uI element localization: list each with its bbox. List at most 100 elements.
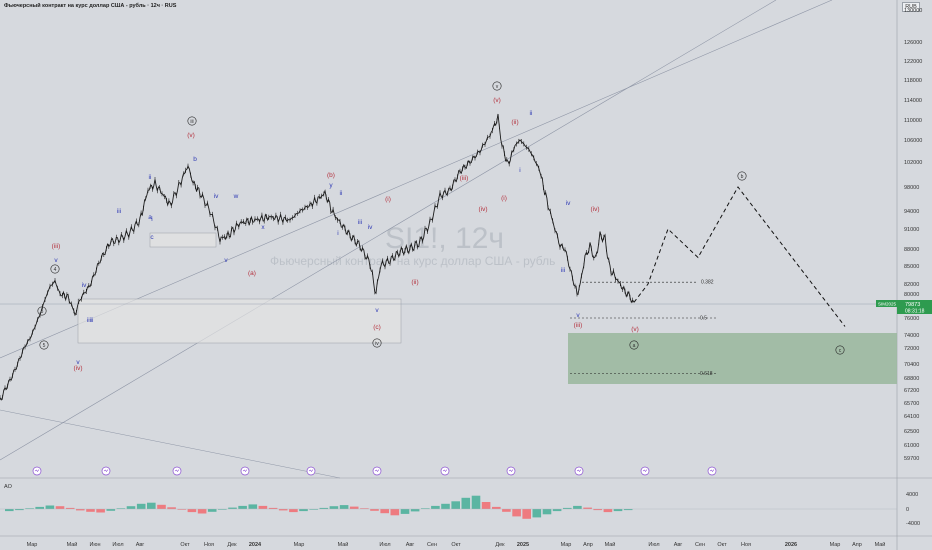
time-axis: Мар Май Июн Июл Авг Окт Ноя Дек 2024 Мар Май Июл Авг… bbox=[27, 541, 886, 548]
wave-label-circled: iii bbox=[190, 119, 193, 125]
wave-label-blue: w bbox=[233, 193, 239, 200]
ao-bar bbox=[542, 509, 552, 515]
wave-label-circled: iv bbox=[375, 341, 379, 347]
time-tick: Дек bbox=[495, 542, 505, 548]
ao-bar bbox=[593, 509, 602, 511]
price-tick: 114000 bbox=[904, 98, 922, 104]
time-tick: Окт bbox=[717, 542, 727, 548]
price-tick: 65700 bbox=[904, 401, 919, 407]
time-tick: Ноя bbox=[741, 542, 751, 548]
fib-label: 0.5 bbox=[700, 316, 707, 322]
consolidation-box-lower bbox=[77, 298, 402, 344]
price-tag: SIM2025 79873 08:31:18 bbox=[876, 300, 932, 315]
price-tick: 76000 bbox=[904, 316, 919, 322]
wave-label-blue: iii bbox=[87, 317, 91, 324]
ao-bar bbox=[512, 509, 521, 517]
wave-circle bbox=[492, 81, 502, 91]
wave-label-red: (ii) bbox=[511, 119, 518, 126]
ao-bar bbox=[278, 509, 288, 511]
time-tick: Мар bbox=[27, 542, 38, 548]
price-tick: 130000 bbox=[904, 8, 922, 14]
ao-bar bbox=[177, 509, 187, 510]
wave-label-circled: a bbox=[633, 343, 636, 349]
ao-bar bbox=[15, 509, 24, 511]
wave-label-circled: 4 bbox=[54, 267, 57, 273]
time-tick: Май bbox=[875, 541, 886, 548]
ao-bar bbox=[583, 507, 592, 509]
ao-bar bbox=[329, 506, 339, 509]
ao-bar bbox=[65, 507, 75, 509]
ao-bar bbox=[35, 506, 44, 509]
wave-label-circled: c bbox=[839, 348, 842, 354]
fib-label: 0.618 bbox=[700, 371, 713, 377]
price-tick: 80000 bbox=[904, 292, 919, 298]
wave-label-red: (v) bbox=[187, 132, 195, 139]
projection-path bbox=[633, 186, 846, 327]
wave-label-circled: 3 bbox=[41, 309, 44, 315]
ao-tick-zero: 0 bbox=[906, 507, 909, 513]
ao-bar bbox=[218, 509, 227, 510]
price-tick: 72000 bbox=[904, 346, 919, 352]
time-tick: Июн bbox=[89, 542, 100, 548]
wave-label-blue: iii bbox=[561, 267, 565, 274]
wave-circle bbox=[50, 264, 60, 274]
event-marker-icon bbox=[242, 469, 248, 473]
ao-tick-bottom: -4000 bbox=[906, 521, 920, 527]
ao-bar bbox=[228, 507, 237, 509]
ao-bar bbox=[167, 507, 176, 510]
ao-bar bbox=[86, 509, 95, 512]
time-tick: Сен bbox=[427, 542, 437, 548]
wave-label-blue: i bbox=[519, 167, 520, 174]
event-marker-icon bbox=[442, 469, 448, 473]
time-tick: 2025 bbox=[517, 542, 529, 548]
wave-label-blue: ii bbox=[340, 190, 343, 197]
price-tag-symbol: SIM2025 bbox=[878, 302, 897, 307]
ao-bar bbox=[370, 509, 379, 511]
wave-circle bbox=[835, 345, 845, 355]
price-tick: 98000 bbox=[904, 185, 919, 191]
wave-circle bbox=[629, 340, 639, 350]
ao-bar bbox=[471, 495, 481, 509]
ao-bar bbox=[5, 509, 14, 512]
ao-bar bbox=[390, 509, 400, 516]
event-marker-icon bbox=[308, 469, 314, 473]
wave-label-blue: x bbox=[261, 224, 265, 231]
event-markers[interactable] bbox=[32, 466, 717, 476]
ao-bar bbox=[532, 509, 542, 518]
currency-button[interactable]: RUB bbox=[902, 2, 920, 12]
time-tick: Май bbox=[338, 541, 349, 548]
wave-label-red: (ii) bbox=[411, 279, 418, 286]
price-tick: 110000 bbox=[904, 118, 922, 124]
wave-label-blue: y bbox=[329, 182, 333, 189]
wave-label-circled: b bbox=[741, 174, 744, 180]
wave-circle bbox=[372, 338, 382, 348]
wave-label-blue: ii bbox=[149, 174, 152, 181]
event-marker-icon bbox=[103, 469, 109, 473]
price-tick: 126000 bbox=[904, 40, 922, 46]
ao-bar bbox=[461, 497, 471, 509]
ao-bar bbox=[360, 508, 369, 509]
ao-bar bbox=[248, 504, 258, 509]
wave-label-circled: 5 bbox=[43, 343, 46, 349]
wave-label-red: (a) bbox=[248, 270, 256, 277]
wave-label-blue: i bbox=[151, 216, 152, 223]
ao-histogram bbox=[5, 495, 633, 519]
price-tick: 59700 bbox=[904, 456, 919, 462]
ao-bar bbox=[410, 509, 420, 512]
chart-title: Фьючерсный контракт на курс доллар США -… bbox=[4, 3, 177, 9]
ao-bar bbox=[421, 508, 430, 509]
ao-bar bbox=[552, 509, 562, 512]
ao-bar bbox=[289, 509, 298, 513]
price-tick: 82000 bbox=[904, 282, 919, 288]
ao-bar bbox=[400, 509, 410, 514]
price-tick: 64100 bbox=[904, 414, 919, 420]
time-tick: Июл bbox=[379, 542, 390, 548]
ao-bar bbox=[563, 507, 572, 509]
wave-circle bbox=[39, 340, 49, 350]
wave-circle bbox=[187, 116, 197, 126]
wave-label-red: (v) bbox=[631, 326, 639, 333]
price-tick: 68800 bbox=[904, 376, 919, 382]
ao-bar bbox=[441, 503, 450, 510]
time-tick: Мар bbox=[830, 542, 841, 548]
